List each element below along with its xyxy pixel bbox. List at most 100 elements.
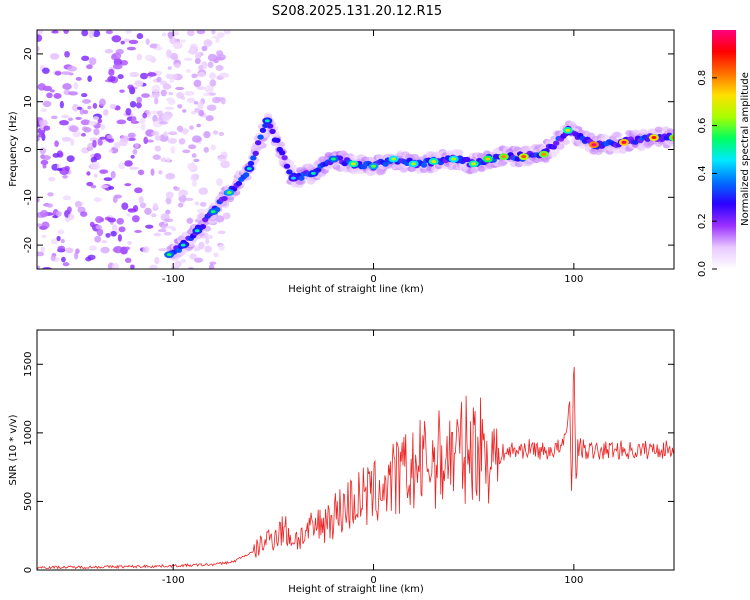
spectral-noise-point bbox=[87, 142, 94, 151]
spectral-noise-point bbox=[54, 71, 62, 76]
spectral-noise-point bbox=[211, 35, 222, 40]
spectral-noise-point bbox=[131, 215, 140, 223]
spectral-noise-point bbox=[176, 125, 184, 132]
spectral-noise-point bbox=[204, 40, 213, 46]
spectral-noise-point bbox=[167, 31, 173, 40]
spectral-ridge-point bbox=[221, 195, 228, 202]
spectral-noise-point bbox=[196, 208, 206, 214]
snr-x-label: Height of straight line (km) bbox=[288, 584, 424, 595]
spectral-noise-point bbox=[129, 101, 137, 108]
spectral-halo-point bbox=[667, 140, 674, 147]
spectral-noise-point bbox=[142, 246, 150, 254]
spectral-noise-point bbox=[160, 89, 167, 97]
x-tick-label: 0 bbox=[370, 575, 376, 586]
spectral-peak-core bbox=[391, 157, 396, 161]
spectral-noise-point bbox=[214, 215, 225, 223]
spectral-noise-point bbox=[68, 117, 74, 122]
spectral-noise-point bbox=[189, 43, 198, 51]
spectral-halo-point bbox=[612, 147, 621, 154]
spectral-noise-point bbox=[198, 187, 209, 195]
spectral-noise-point bbox=[183, 57, 193, 61]
snr-panel: -100 0 100 0 500 1000 1500 Height of straight… bbox=[8, 329, 675, 595]
spectral-noise-point bbox=[86, 171, 91, 176]
spectral-noise-point bbox=[136, 96, 143, 104]
spectral-peak-core bbox=[264, 119, 270, 123]
spectral-halo-point bbox=[350, 155, 359, 162]
spectral-noise-point bbox=[37, 34, 43, 42]
spectral-noise-point bbox=[101, 240, 107, 244]
spectral-noise-point bbox=[165, 197, 172, 205]
spectral-noise-point bbox=[141, 93, 150, 98]
spectral-noise-point bbox=[61, 114, 70, 119]
spectral-noise-point bbox=[205, 236, 210, 245]
spectral-ridge-point bbox=[420, 162, 428, 168]
spectral-noise-point bbox=[150, 168, 155, 176]
spectral-noise-point bbox=[204, 85, 214, 94]
spectral-noise-point bbox=[127, 240, 133, 245]
spectral-peak-core bbox=[671, 136, 674, 140]
spectral-noise-point bbox=[46, 92, 53, 99]
spectral-noise-point bbox=[75, 116, 82, 120]
spectral-noise-point bbox=[88, 57, 97, 66]
spectral-peak-core bbox=[651, 136, 657, 140]
spectral-noise-point bbox=[95, 224, 103, 230]
spectral-peak-core bbox=[331, 157, 336, 161]
spectral-noise-point bbox=[132, 149, 138, 155]
spectral-noise-point bbox=[150, 213, 157, 218]
spectral-noise-point bbox=[138, 196, 144, 204]
spectral-noise-point bbox=[124, 257, 132, 264]
y-tick-label: 20 bbox=[23, 48, 34, 61]
spectral-noise-point bbox=[105, 30, 113, 35]
spectral-noise-point bbox=[207, 61, 214, 68]
spectral-peak-core bbox=[311, 171, 316, 175]
spectral-noise-point bbox=[42, 163, 47, 169]
spectral-noise-point bbox=[191, 153, 197, 158]
spectral-noise-point bbox=[201, 45, 208, 52]
spectral-noise-point bbox=[178, 194, 187, 203]
spectral-noise-point bbox=[182, 149, 191, 154]
spectral-peak-core bbox=[166, 253, 172, 257]
spectral-noise-point bbox=[203, 146, 209, 153]
spectral-noise-point bbox=[199, 201, 207, 207]
spectral-noise-point bbox=[77, 106, 83, 110]
spectral-noise-point bbox=[212, 96, 221, 104]
spectral-noise-point bbox=[140, 123, 146, 131]
snr-x-ticks: -100 0 100 bbox=[162, 330, 583, 586]
spectral-noise-point bbox=[206, 104, 217, 111]
spectral-peak-core bbox=[621, 140, 627, 144]
spectral-noise-point bbox=[164, 106, 175, 110]
spectral-noise-point bbox=[68, 213, 75, 220]
spectral-noise-point bbox=[215, 178, 223, 187]
spectral-noise-point bbox=[130, 264, 135, 269]
spectral-noise-point bbox=[174, 260, 182, 268]
spectral-noise-point bbox=[129, 166, 139, 170]
spectral-noise-point bbox=[50, 255, 56, 261]
spectral-noise-point bbox=[109, 103, 117, 110]
spectral-noise-point bbox=[175, 86, 185, 91]
spectral-noise-point bbox=[219, 72, 230, 78]
spectral-noise-point bbox=[216, 50, 224, 57]
spectral-noise-point bbox=[86, 64, 93, 70]
spectral-noise-point bbox=[215, 38, 220, 43]
spectral-noise-point bbox=[127, 132, 136, 138]
spectral-noise-point bbox=[79, 211, 88, 217]
spectral-noise-point bbox=[68, 91, 79, 96]
spectral-halo-point bbox=[455, 149, 464, 156]
spectral-noise-point bbox=[106, 134, 113, 140]
spectral-noise-point bbox=[153, 232, 162, 237]
y-tick-label: 10 bbox=[23, 95, 34, 108]
spectral-noise-point bbox=[145, 224, 154, 229]
spectral-noise-point bbox=[213, 252, 219, 258]
spectral-noise-point bbox=[54, 140, 59, 147]
spectral-noise-point bbox=[38, 119, 48, 127]
spectral-noise-point bbox=[57, 245, 66, 252]
spectral-noise-point bbox=[131, 115, 137, 123]
spectral-halo-point bbox=[600, 133, 609, 140]
spectral-ridge-point bbox=[266, 123, 274, 129]
spectral-noise-point bbox=[42, 100, 52, 108]
spectral-noise-point bbox=[108, 186, 115, 190]
snr-y-label: SNR (10 * v/v) bbox=[8, 414, 19, 485]
spectral-noise-point bbox=[165, 97, 175, 102]
spectral-noise-point bbox=[128, 39, 139, 45]
spectral-noise-point bbox=[187, 266, 195, 269]
